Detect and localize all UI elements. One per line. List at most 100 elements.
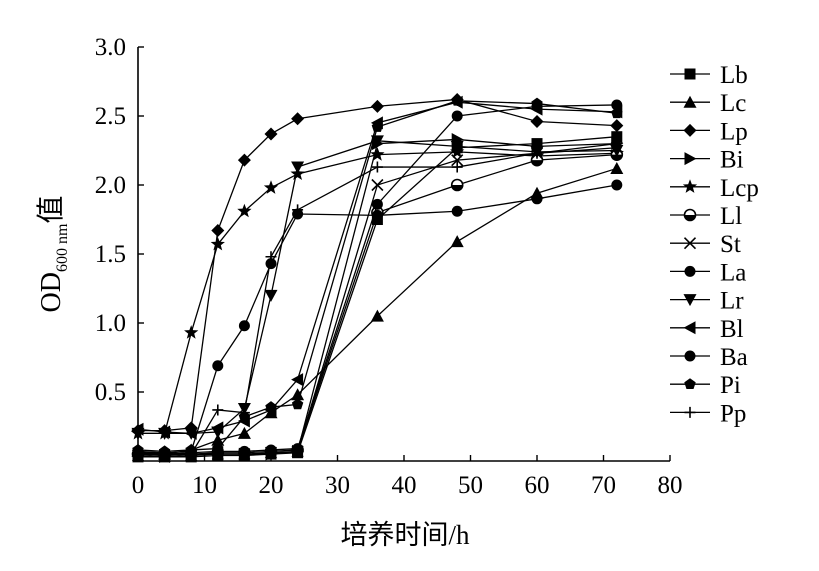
data-point-bl	[158, 425, 171, 439]
x-tick-label: 50	[458, 472, 483, 499]
data-point-lcp	[237, 203, 252, 218]
data-point-lp	[610, 119, 624, 133]
series-ll	[131, 148, 624, 462]
legend-marker-ll	[683, 208, 697, 222]
legend-label-lb: Lb	[720, 62, 748, 89]
data-point-lr	[264, 289, 278, 302]
legend-item-pi: Pi	[670, 372, 741, 399]
legend-label-pp: Pp	[720, 400, 746, 427]
data-point-lcp	[370, 147, 385, 161]
legend-marker-lc	[683, 95, 697, 108]
data-point-lp	[291, 112, 305, 126]
data-point-la	[265, 444, 277, 456]
legend-label-lr: Lr	[720, 288, 744, 315]
data-point-pi	[451, 94, 463, 106]
y-axis-label-subscript: 600 nm	[54, 223, 71, 272]
data-point-pi	[371, 121, 384, 132]
legend-item-ll: Ll	[670, 203, 742, 230]
data-point-pp	[185, 448, 197, 460]
y-tick-label: 1.0	[95, 310, 126, 337]
x-tick-label: 60	[525, 472, 550, 499]
data-point-pi	[531, 97, 543, 109]
data-point-ll	[450, 178, 464, 192]
legend-label-lp: Lp	[720, 118, 748, 145]
data-point-pi	[291, 398, 304, 410]
data-point-bl	[184, 426, 197, 440]
data-point-la	[371, 198, 383, 210]
data-point-pp	[265, 251, 277, 263]
svg-text:OD600 nm值: OD600 nm值	[35, 196, 71, 313]
data-point-ba	[212, 360, 224, 372]
data-point-pp	[159, 448, 171, 460]
data-point-ba	[531, 193, 543, 205]
x-tick-label: 30	[325, 472, 350, 499]
data-point-lp	[530, 115, 544, 129]
series-pp	[132, 138, 623, 460]
data-point-la	[451, 110, 463, 122]
legend-item-lp: Lp	[670, 118, 748, 145]
data-point-pp	[292, 204, 304, 216]
data-point-la	[292, 443, 304, 455]
data-point-lp	[264, 127, 278, 141]
x-tick-label: 40	[392, 472, 417, 499]
data-point-ba	[611, 179, 623, 191]
legend-item-lr: Lr	[670, 288, 744, 315]
data-point-lc	[237, 426, 251, 439]
legend-label-bl: Bl	[720, 316, 744, 343]
data-point-pp	[531, 147, 543, 159]
legend-label-ll: Ll	[720, 203, 742, 230]
data-point-ba	[238, 320, 250, 332]
data-point-lcp	[263, 180, 279, 194]
data-point-pi	[265, 401, 277, 413]
x-axis-label: 培养时间/h	[340, 520, 470, 550]
legend-label-lc: Lc	[720, 90, 746, 117]
data-point-st	[451, 154, 464, 167]
legend-item-bl: Bl	[670, 316, 744, 343]
legend-label-bi: Bi	[720, 147, 744, 174]
data-point-pi	[611, 107, 623, 119]
y-axis-label-main: OD	[36, 272, 67, 312]
data-point-lc	[370, 309, 384, 322]
legend-marker-la	[684, 265, 696, 277]
legend-marker-lb	[684, 68, 696, 80]
data-point-ba	[451, 205, 463, 217]
data-point-lp	[370, 99, 384, 113]
data-point-bl	[291, 373, 304, 387]
x-tick-label: 70	[591, 472, 616, 499]
legend-label-pi: Pi	[720, 372, 741, 399]
legend-marker-ba	[684, 350, 696, 362]
series-layer	[130, 92, 624, 463]
series-bi	[132, 132, 624, 462]
legend-marker-lr	[683, 294, 697, 307]
data-point-la	[238, 445, 250, 457]
x-tick-label: 20	[259, 472, 284, 499]
legend-item-st: St	[670, 231, 741, 258]
data-point-lcp	[210, 236, 225, 251]
legend-item-lcp: Lcp	[670, 175, 759, 202]
legend-marker-bl	[683, 321, 696, 335]
legend-label-ba: Ba	[720, 344, 748, 371]
legend-item-pp: Pp	[670, 400, 746, 427]
legend-item-lb: Lb	[670, 62, 748, 89]
data-point-lc	[211, 433, 225, 446]
data-point-ba	[265, 258, 277, 270]
data-point-st	[371, 178, 384, 192]
legend-marker-lcp	[682, 179, 698, 193]
data-point-lb	[611, 131, 623, 143]
legend-item-bi: Bi	[670, 147, 744, 174]
legend-marker-bi	[684, 152, 697, 166]
data-point-lr	[291, 161, 305, 174]
data-point-pp	[371, 161, 383, 173]
series-line-st	[137, 147, 617, 458]
series-lb	[132, 131, 623, 463]
legend-item-la: La	[670, 259, 746, 286]
data-point-lc	[450, 235, 464, 248]
data-point-pp	[132, 448, 144, 460]
legend-marker-st	[683, 237, 697, 250]
data-point-bl	[131, 422, 144, 436]
legend-label-lcp: Lcp	[720, 175, 759, 202]
data-point-pi	[212, 442, 224, 454]
data-point-lr	[450, 140, 464, 153]
legend-marker-lp	[683, 123, 697, 137]
